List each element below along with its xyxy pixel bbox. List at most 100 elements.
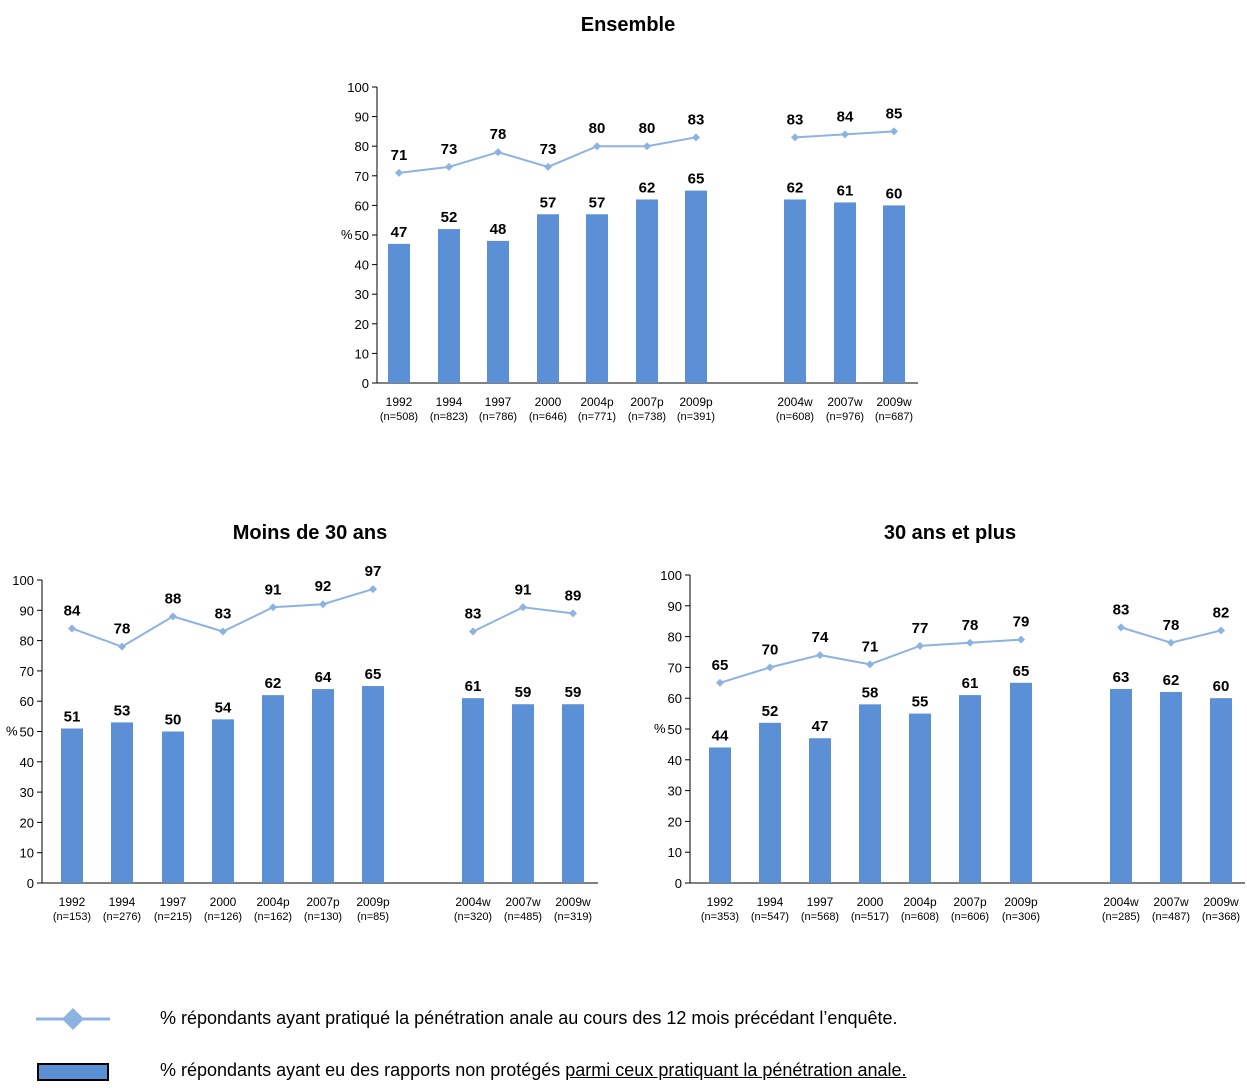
y-tick-label: 70 <box>668 660 682 675</box>
bar <box>1160 692 1182 883</box>
bar <box>362 686 384 883</box>
line-point-marker <box>68 624 76 633</box>
line-point-marker <box>395 168 403 177</box>
line-data-label: 73 <box>441 141 458 158</box>
bar-data-label: 52 <box>762 703 779 720</box>
x-tick-label: 2009p <box>679 395 713 409</box>
line-data-label: 78 <box>1163 617 1180 634</box>
bar <box>1010 682 1032 883</box>
line-point-marker <box>766 663 774 672</box>
line-point-marker <box>169 612 177 621</box>
bar <box>759 722 781 883</box>
y-tick-label: 100 <box>347 80 369 95</box>
bar <box>487 240 509 383</box>
line-point-marker <box>1167 638 1175 647</box>
bar <box>512 704 534 883</box>
y-tick-label: 60 <box>20 694 34 709</box>
line-data-label: 92 <box>315 578 332 595</box>
bar-data-label: 55 <box>912 694 929 711</box>
bar <box>262 695 284 883</box>
line-data-label: 97 <box>365 563 382 580</box>
bar <box>162 731 184 883</box>
x-tick-label: 2004p <box>256 895 290 909</box>
bar <box>809 738 831 883</box>
line-data-label: 80 <box>589 120 606 137</box>
x-sample-size-label: (n=976) <box>826 411 864 423</box>
line-point-marker <box>445 162 453 171</box>
bar <box>61 728 83 883</box>
y-tick-label: 0 <box>675 876 682 891</box>
bar-data-label: 54 <box>215 699 232 716</box>
y-tick-label: 50 <box>20 725 34 740</box>
bar-data-label: 62 <box>265 675 282 692</box>
y-tick-label: 30 <box>20 785 34 800</box>
x-sample-size-label: (n=276) <box>103 911 141 923</box>
bar-data-label: 65 <box>688 171 705 188</box>
x-sample-size-label: (n=687) <box>875 411 913 423</box>
line-point-marker <box>716 678 724 687</box>
line-point-marker <box>593 142 601 151</box>
bar-data-label: 62 <box>639 179 656 196</box>
bar-data-label: 62 <box>1163 672 1180 689</box>
x-sample-size-label: (n=320) <box>454 911 492 923</box>
y-tick-label: 0 <box>362 376 369 391</box>
line-point-marker <box>866 660 874 669</box>
line-point-marker <box>118 642 126 651</box>
x-sample-size-label: (n=646) <box>529 411 567 423</box>
bar-data-label: 53 <box>114 702 131 719</box>
line-point-marker <box>319 600 327 609</box>
bar <box>685 190 707 383</box>
y-tick-label: 10 <box>355 346 369 361</box>
x-tick-label: 2004p <box>903 895 937 909</box>
x-tick-label: 2009w <box>1203 895 1239 909</box>
y-tick-label: 60 <box>355 198 369 213</box>
x-tick-label: 2007p <box>953 895 987 909</box>
y-tick-label: 50 <box>668 722 682 737</box>
chart-title-ensemble: Ensemble <box>580 14 676 36</box>
x-tick-label: 2009p <box>1004 895 1038 909</box>
x-tick-label: 2009p <box>356 895 390 909</box>
line-data-label: 73 <box>540 141 557 158</box>
y-tick-label: 90 <box>355 110 369 125</box>
x-tick-label: 1994 <box>757 895 784 909</box>
x-sample-size-label: (n=162) <box>254 911 292 923</box>
bar <box>562 704 584 883</box>
x-tick-label: 2004w <box>1103 895 1139 909</box>
x-sample-size-label: (n=285) <box>1102 911 1140 923</box>
line-data-label: 85 <box>886 105 903 122</box>
bar-data-label: 65 <box>365 666 382 683</box>
y-axis-label: % <box>654 721 666 736</box>
y-tick-label: 70 <box>355 169 369 184</box>
bar-data-label: 62 <box>787 179 804 196</box>
bar <box>312 689 334 883</box>
x-tick-label: 2004w <box>777 395 813 409</box>
x-tick-label: 2004p <box>580 395 614 409</box>
bar <box>834 202 856 383</box>
x-sample-size-label: (n=568) <box>801 911 839 923</box>
x-tick-label: 2000 <box>857 895 884 909</box>
line-data-label: 78 <box>490 126 507 143</box>
y-tick-label: 60 <box>668 691 682 706</box>
line-point-marker <box>966 638 974 647</box>
line-data-label: 91 <box>265 581 282 598</box>
y-tick-label: 10 <box>668 845 682 860</box>
bar-data-label: 57 <box>589 194 606 211</box>
line-point-marker <box>841 130 849 139</box>
line-data-label: 83 <box>787 111 804 128</box>
line-data-label: 82 <box>1213 604 1230 621</box>
y-tick-label: 30 <box>355 287 369 302</box>
line-point-marker <box>544 162 552 171</box>
line-point-marker <box>1117 623 1125 632</box>
y-tick-label: 70 <box>20 664 34 679</box>
x-sample-size-label: (n=215) <box>154 911 192 923</box>
bar <box>462 698 484 883</box>
x-tick-label: 2007p <box>306 895 340 909</box>
x-tick-label: 1992 <box>707 895 734 909</box>
x-tick-label: 2007w <box>827 395 863 409</box>
x-sample-size-label: (n=771) <box>578 411 616 423</box>
line-point-marker <box>692 133 700 142</box>
line-point-marker <box>643 142 651 151</box>
legend-diamond-icon <box>62 1008 84 1030</box>
